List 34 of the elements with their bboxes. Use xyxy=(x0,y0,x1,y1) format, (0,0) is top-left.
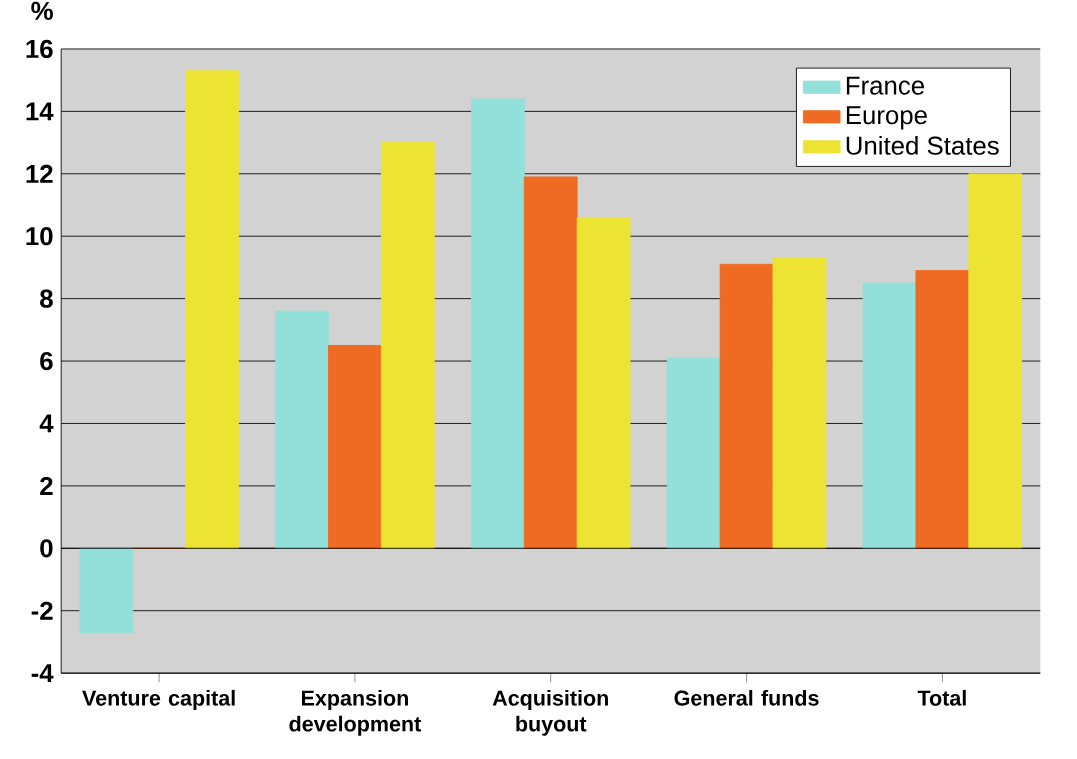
x-tick-label: Venture capital xyxy=(82,690,235,711)
bar xyxy=(328,345,382,549)
bar xyxy=(862,282,917,549)
y-tick-label: 8 xyxy=(40,289,53,308)
y-tick-label: 2 xyxy=(40,476,53,495)
y-tick-label: -4 xyxy=(31,664,54,683)
x-tick-label: General funds xyxy=(674,690,819,706)
bar xyxy=(968,173,1023,549)
bar xyxy=(666,357,721,549)
legend-label: United States xyxy=(846,135,999,155)
bar xyxy=(185,70,239,549)
bar xyxy=(523,176,578,549)
bar xyxy=(275,310,329,549)
bar xyxy=(719,263,774,549)
x-tick-label: Acquisition buyout xyxy=(492,690,608,736)
x-tick-label: Total xyxy=(917,690,966,706)
bar xyxy=(915,270,970,549)
bar xyxy=(772,257,827,549)
legend-label: France xyxy=(846,76,924,95)
bar xyxy=(471,98,525,549)
bar xyxy=(79,547,134,634)
y-tick-label: 16 xyxy=(26,39,53,59)
bar xyxy=(576,217,631,549)
legend-label: Europe xyxy=(846,106,927,130)
y-tick-label: 0 xyxy=(40,539,53,558)
bar xyxy=(380,142,435,549)
y-axis-title: % xyxy=(31,1,53,21)
y-tick-label: 14 xyxy=(26,102,54,121)
y-tick-label: 10 xyxy=(26,227,53,246)
y-tick-label: 4 xyxy=(39,414,54,433)
y-tick-label: 12 xyxy=(26,164,53,183)
y-tick-label: -2 xyxy=(31,601,53,620)
y-tick-label: 6 xyxy=(40,352,53,371)
x-tick-label: Expansion development xyxy=(289,690,421,736)
